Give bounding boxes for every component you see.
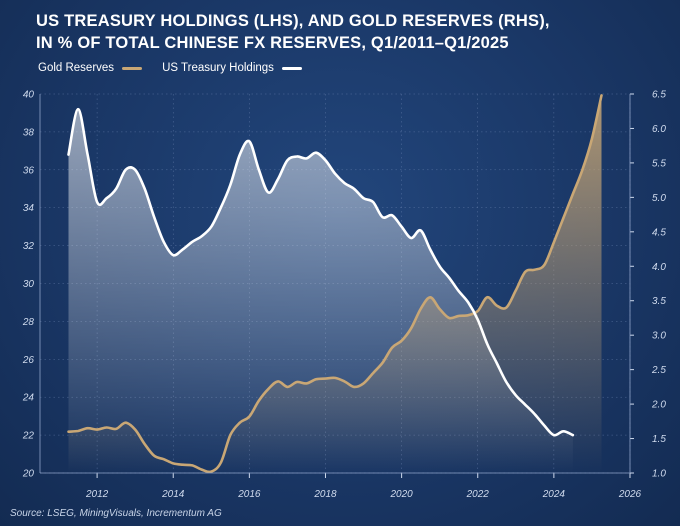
legend-item-us-treasury-holdings: US Treasury Holdings: [162, 62, 302, 74]
series-areas: [68, 95, 602, 474]
x-tick-label-2026: 2026: [618, 489, 642, 500]
chart-legend: Gold Reserves US Treasury Holdings: [38, 60, 322, 76]
y-right-tick-label-4.0: 4.0: [652, 262, 666, 273]
y-right-tick-label-1.5: 1.5: [652, 434, 666, 445]
series-lines: [67, 94, 603, 474]
chart-title-line-1: US TREASURY HOLDINGS (LHS), AND GOLD RES…: [36, 12, 550, 30]
chart-title-line-2: IN % OF TOTAL CHINESE FX RESERVES, Q1/20…: [36, 34, 509, 52]
y-left-tick-label-34: 34: [23, 203, 35, 214]
legend-label-gold-reserves: Gold Reserves: [38, 62, 115, 74]
y-right-tick-label-6.5: 6.5: [652, 90, 666, 101]
x-tick-label-2016: 2016: [237, 489, 261, 500]
x-tick-label-2014: 2014: [161, 489, 185, 500]
legend-swatch-gold-reserves: [122, 66, 143, 70]
y-left-tick-label-32: 32: [23, 241, 35, 252]
y-left-tick-label-26: 26: [22, 355, 35, 366]
y-right-tick-label-5.0: 5.0: [652, 193, 666, 204]
y-left-tick-label-22: 22: [22, 431, 35, 442]
legend-swatch-us-treasury-holdings: [281, 66, 302, 70]
y-right-tick-label-2.5: 2.5: [651, 365, 666, 376]
x-tick-label-2020: 2020: [389, 489, 413, 500]
gold-reserves-line: [67, 94, 603, 474]
gold-reserves-area: [68, 95, 602, 474]
y-right-tick-label-2.0: 2.0: [651, 400, 666, 411]
y-right-tick-label-3.0: 3.0: [652, 331, 666, 342]
y-left-tick-label-28: 28: [22, 317, 35, 328]
y-right-tick-label-3.5: 3.5: [652, 296, 666, 307]
y-left-tick-label-24: 24: [22, 393, 35, 404]
y-right-tick-label-6.0: 6.0: [652, 124, 666, 135]
x-tick-label-2018: 2018: [313, 489, 337, 500]
x-tick-label-2024: 2024: [542, 489, 566, 500]
chart-title: US TREASURY HOLDINGS (LHS), AND GOLD RES…: [36, 10, 666, 54]
source-note: Source: LSEG, MiningVisuals, Incrementum…: [10, 508, 222, 519]
y-right-tick-label-4.5: 4.5: [652, 227, 666, 238]
x-tick-label-2022: 2022: [466, 489, 490, 500]
y-left-tick-label-38: 38: [23, 127, 35, 138]
x-tick-label-2012: 2012: [85, 489, 109, 500]
y-left-tick-label-30: 30: [23, 279, 35, 290]
y-left-tick-label-40: 40: [23, 90, 35, 101]
y-left-tick-label-20: 20: [22, 469, 35, 480]
legend-label-us-treasury-holdings: US Treasury Holdings: [162, 62, 274, 74]
y-left-tick-label-36: 36: [23, 165, 35, 176]
y-right-tick-label-5.5: 5.5: [652, 158, 666, 169]
legend-item-gold-reserves: Gold Reserves: [38, 62, 143, 74]
y-right-tick-label-1.0: 1.0: [652, 469, 666, 480]
us-treasury-holdings-line: [67, 107, 575, 437]
